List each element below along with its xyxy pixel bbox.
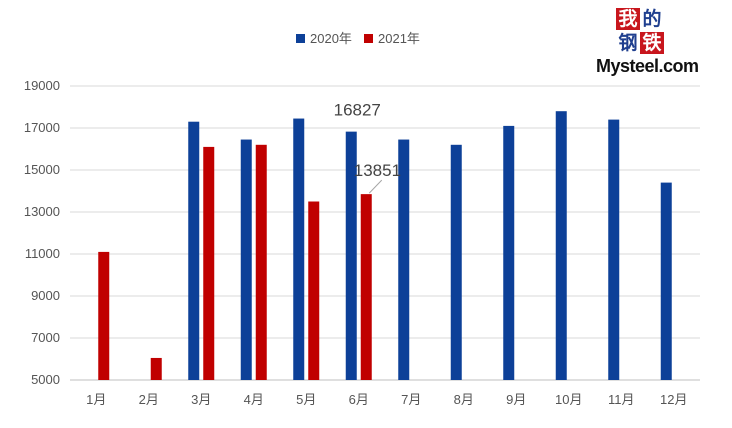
mysteel-logo: 我 的 钢 铁 Mysteel.com — [596, 8, 726, 78]
x-tick-label: 10月 — [555, 392, 582, 407]
logo-char-1: 我 — [616, 8, 640, 30]
bar-series1-5 — [293, 118, 305, 381]
x-tick-label: 7月 — [401, 392, 421, 407]
logo-char-3: 钢 — [616, 32, 640, 54]
y-tick-label: 9000 — [31, 288, 60, 303]
data-label-series1: 16827 — [334, 101, 381, 120]
x-tick-label: 8月 — [454, 392, 474, 407]
legend: 2020年 2021年 — [296, 31, 420, 46]
x-tick-label: 4月 — [244, 392, 264, 407]
bar-series2-3 — [203, 146, 215, 380]
y-tick-label: 15000 — [24, 162, 60, 177]
legend-label: 2020年 — [310, 31, 352, 46]
x-tick-label: 12月 — [660, 392, 687, 407]
gridlines — [70, 85, 700, 381]
bar-series1-10 — [555, 111, 567, 380]
x-tick-label: 2月 — [139, 392, 159, 407]
data-label-series2: 13851 — [354, 161, 401, 180]
bar-series1-6 — [345, 131, 357, 380]
bar-series1-8 — [450, 144, 462, 380]
logo-char-4: 铁 — [640, 32, 664, 54]
data-labels: 16827 13851 — [334, 101, 401, 194]
bar-series1-7 — [398, 139, 410, 380]
x-tick-label: 9月 — [506, 392, 526, 407]
bar-series2-1 — [98, 251, 110, 380]
bar-series2-6 — [360, 194, 372, 380]
bar-series1-9 — [503, 125, 515, 381]
y-tick-label: 7000 — [31, 330, 60, 345]
x-tick-label: 1月 — [86, 392, 106, 407]
y-tick-label: 5000 — [31, 372, 60, 387]
x-axis-ticks: 1月 2月 3月 4月 5月 6月 7月 8月 9月 10月 11月 12月 — [86, 392, 687, 407]
y-tick-label: 17000 — [24, 120, 60, 135]
y-axis-ticks: 5000 7000 9000 11000 13000 15000 17000 19000 — [24, 78, 60, 387]
logo-char-2: 的 — [640, 8, 664, 30]
bar-series1-11 — [608, 119, 620, 380]
bar-series2-5 — [308, 201, 320, 380]
legend-swatch — [296, 34, 305, 43]
bar-series1-4 — [240, 139, 252, 380]
y-tick-label: 11000 — [25, 246, 60, 261]
x-tick-label: 11月 — [608, 392, 635, 407]
bar-series2-2 — [150, 357, 162, 380]
x-tick-label: 6月 — [349, 392, 369, 407]
legend-label: 2021年 — [378, 31, 420, 46]
leader-line — [368, 179, 383, 194]
logo-wordmark: Mysteel.com — [596, 56, 699, 76]
bar-series1-3 — [188, 121, 200, 380]
x-tick-label: 3月 — [191, 392, 211, 407]
bar-series1-12 — [660, 182, 672, 380]
legend-swatch — [364, 34, 373, 43]
y-tick-label: 13000 — [24, 204, 60, 219]
bar-series2-4 — [255, 144, 267, 380]
y-tick-label: 19000 — [24, 78, 60, 93]
x-tick-label: 5月 — [296, 392, 316, 407]
bars — [98, 111, 672, 381]
